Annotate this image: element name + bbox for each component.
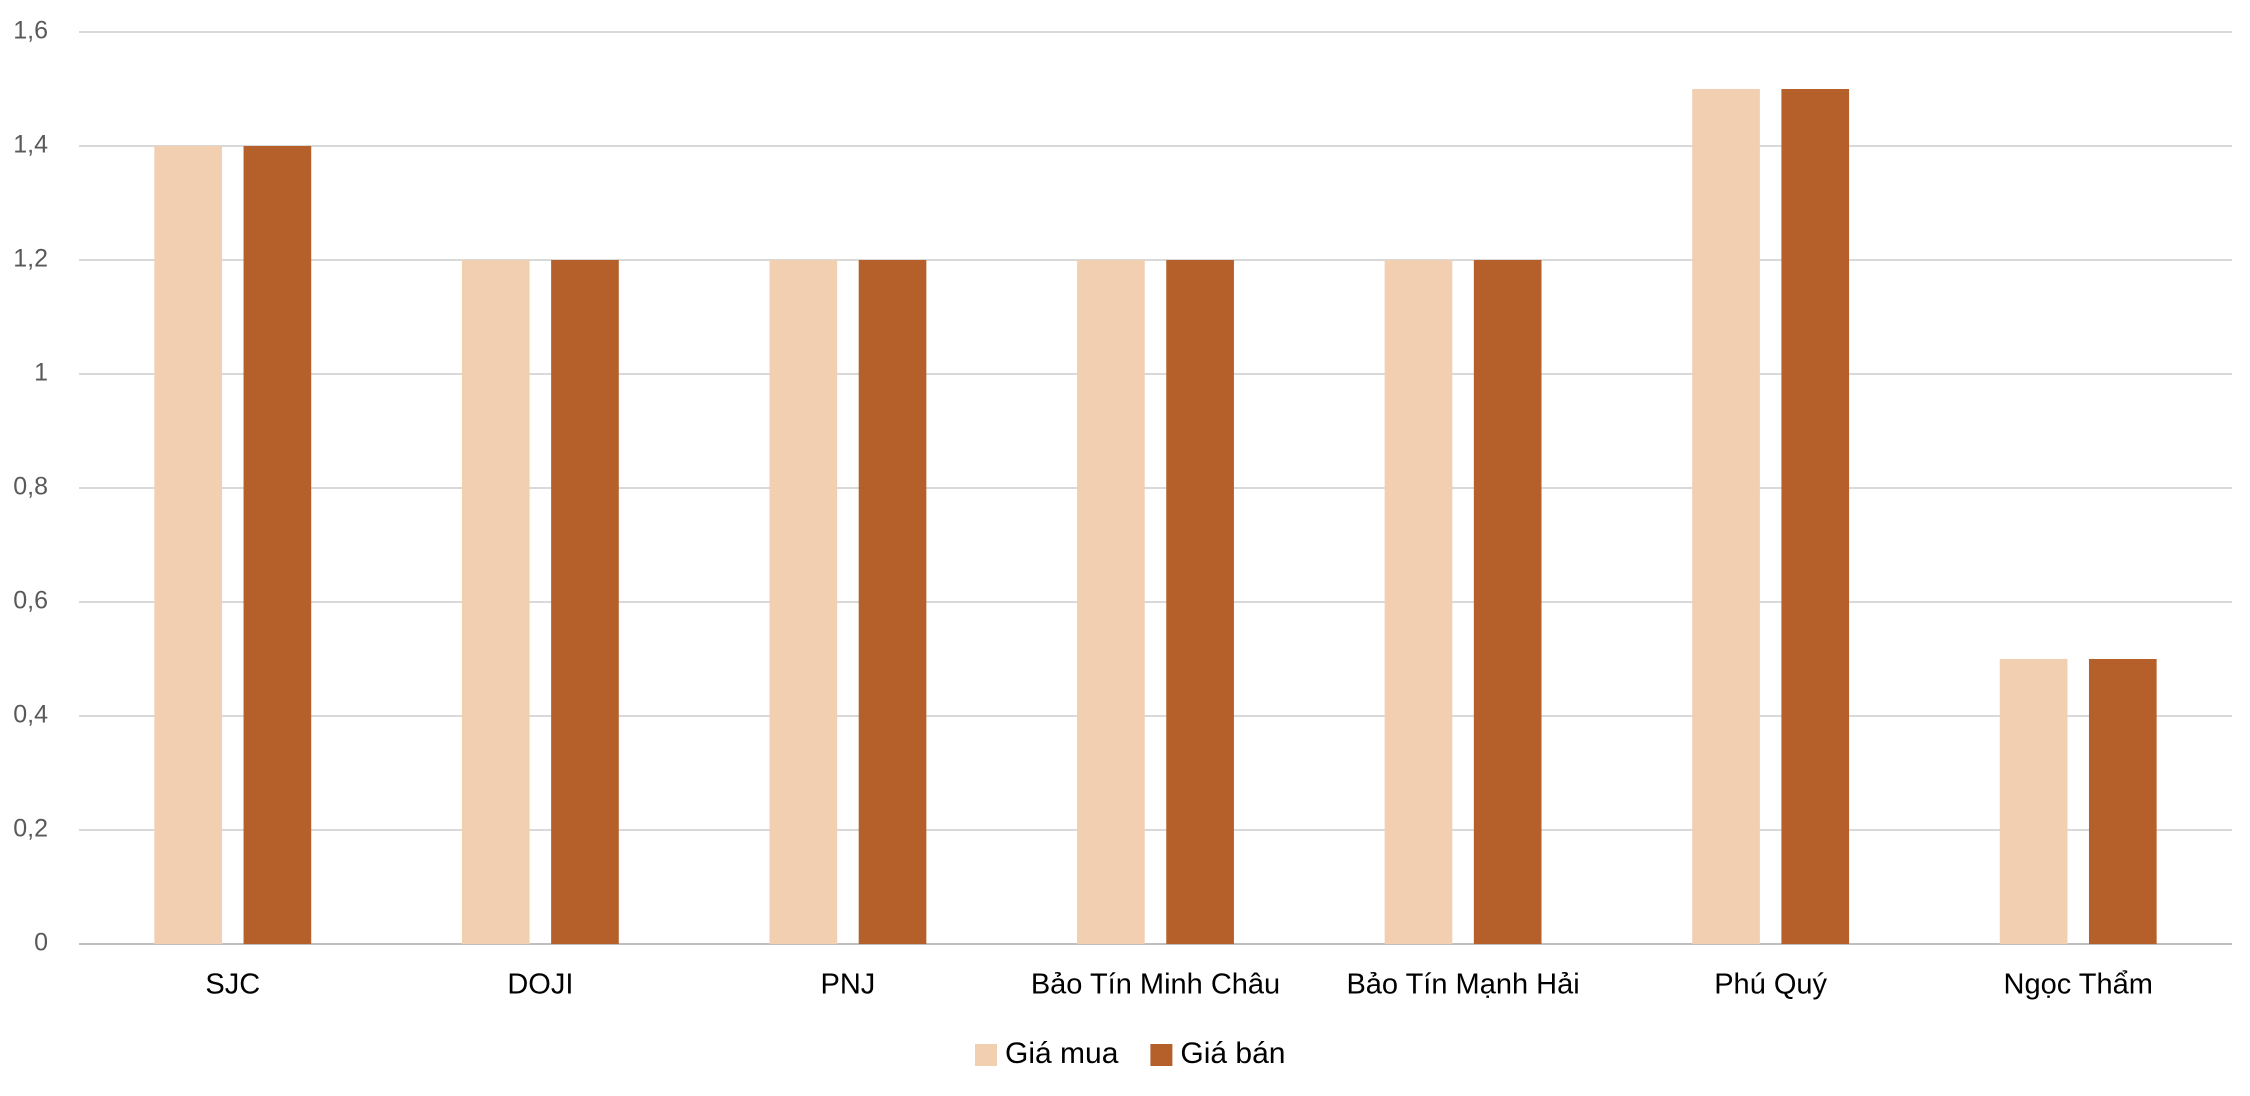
bar bbox=[1077, 260, 1145, 944]
bar bbox=[1166, 260, 1234, 944]
bar bbox=[154, 146, 223, 944]
bar bbox=[769, 260, 838, 944]
legend-swatch bbox=[1150, 1044, 1173, 1066]
bar bbox=[1473, 260, 1542, 944]
bar bbox=[2088, 659, 2157, 944]
y-tick-label: 0,4 bbox=[13, 701, 48, 729]
x-tick-label: DOJI bbox=[507, 969, 573, 1001]
legend-label: Giá bán bbox=[1180, 1037, 1285, 1070]
bar bbox=[1999, 659, 2068, 944]
y-tick-label: 0,2 bbox=[13, 815, 48, 843]
y-tick-label: 1,6 bbox=[13, 17, 48, 45]
y-tick-label: 1,2 bbox=[13, 245, 48, 273]
bar bbox=[551, 260, 619, 944]
bar bbox=[1692, 89, 1760, 944]
y-tick-label: 1 bbox=[34, 359, 48, 387]
legend-swatch bbox=[975, 1044, 997, 1066]
legend-label: Giá mua bbox=[1005, 1037, 1119, 1070]
bar bbox=[1781, 89, 1850, 944]
x-tick-label: Bảo Tín Minh Châu bbox=[1031, 969, 1280, 1001]
y-tick-label: 0,6 bbox=[13, 587, 48, 615]
y-tick-label: 0,8 bbox=[13, 473, 48, 501]
x-tick-label: SJC bbox=[205, 969, 260, 1001]
bar bbox=[461, 260, 530, 944]
bar bbox=[858, 260, 927, 944]
x-tick-label: Bảo Tín Mạnh Hải bbox=[1346, 969, 1579, 1001]
x-tick-label: PNJ bbox=[821, 969, 876, 1001]
y-tick-label: 1,4 bbox=[13, 131, 48, 159]
bar bbox=[243, 146, 312, 944]
y-tick-label: 0 bbox=[34, 929, 48, 957]
bar bbox=[1384, 260, 1453, 944]
x-tick-label: Phú Quý bbox=[1714, 969, 1827, 1001]
x-tick-label: Ngọc Thẩm bbox=[2004, 969, 2153, 1001]
